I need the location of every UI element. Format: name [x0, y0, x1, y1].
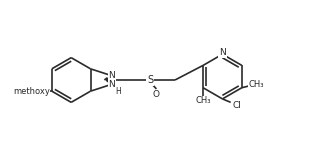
- Text: CH₃: CH₃: [249, 80, 264, 89]
- Text: methoxy: methoxy: [13, 87, 50, 96]
- Text: O: O: [153, 90, 160, 99]
- Text: H: H: [115, 87, 121, 96]
- Text: N: N: [109, 80, 115, 89]
- Text: Cl: Cl: [233, 101, 241, 110]
- Text: S: S: [147, 75, 153, 85]
- Text: CH₃: CH₃: [195, 96, 211, 105]
- Text: N: N: [109, 71, 115, 80]
- Text: N: N: [219, 48, 226, 57]
